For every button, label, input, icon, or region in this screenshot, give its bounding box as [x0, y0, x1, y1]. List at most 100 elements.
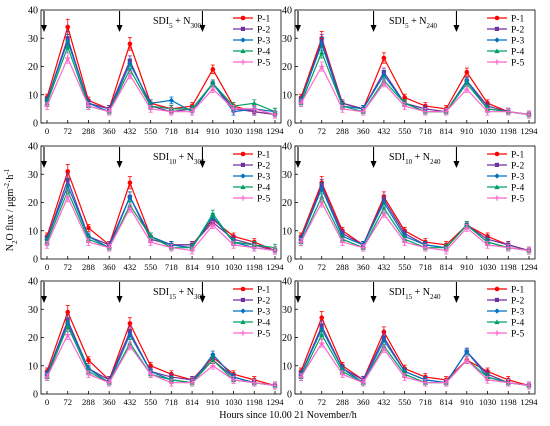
event-arrow-icon [41, 147, 47, 168]
data-point [484, 377, 491, 383]
data-point [443, 247, 449, 254]
legend-label: P-3 [511, 37, 524, 47]
legend-label: P-5 [257, 330, 270, 340]
data-point [168, 380, 174, 386]
x-tick-label: 0 [45, 126, 49, 136]
x-tick-label: 910 [460, 397, 473, 407]
data-point [210, 80, 216, 86]
x-tick-label: 0 [299, 397, 303, 407]
y-tick-label: 10 [28, 226, 38, 237]
x-tick-label: 0 [299, 126, 303, 136]
y-tick-label: 40 [282, 142, 292, 153]
data-point [251, 100, 257, 106]
x-tick-label: 432 [377, 262, 390, 272]
data-point [319, 185, 325, 191]
data-point [381, 337, 387, 343]
legend-marker [240, 330, 246, 336]
data-point [381, 55, 387, 61]
data-point [65, 194, 71, 200]
legend-label: P-2 [257, 162, 270, 172]
series-line [46, 189, 276, 249]
event-arrow-icon [199, 11, 206, 32]
legend: P-1P-2P-3P-4P-5 [233, 15, 270, 69]
x-tick-label: 550 [144, 126, 157, 136]
x-tick-label: 910 [206, 397, 219, 407]
x-tick-label: 360 [357, 397, 370, 407]
data-point [464, 357, 470, 363]
data-point [230, 106, 237, 112]
legend-item: P-1 [487, 151, 524, 161]
data-point [381, 199, 387, 206]
legend-marker [240, 37, 246, 43]
y-tick-label: 40 [28, 277, 38, 288]
y-tick-label: 0 [287, 255, 292, 266]
data-point [339, 239, 346, 245]
data-point [526, 111, 532, 118]
data-point [148, 371, 154, 377]
legend-label: P-4 [511, 319, 524, 329]
data-point [65, 24, 71, 30]
data-point [251, 245, 257, 251]
event-arrow-icon [453, 147, 460, 168]
legend-label: P-1 [257, 151, 270, 161]
series-line [300, 316, 530, 387]
x-tick-label: 910 [460, 126, 473, 136]
legend: P-1P-2P-3P-4P-5 [233, 286, 270, 340]
legend-label: P-3 [511, 308, 524, 318]
series-P-5 [298, 197, 532, 255]
legend: P-1P-2P-3P-4P-5 [487, 151, 524, 205]
y-tick-label: 40 [28, 142, 38, 153]
data-point [86, 225, 91, 231]
y-tick-label: 30 [282, 305, 292, 316]
legend-label: P-1 [511, 151, 524, 161]
legend-label: P-2 [257, 297, 270, 307]
series-P-5 [44, 191, 278, 255]
legend-marker [240, 151, 246, 157]
x-tick-label: 360 [103, 262, 116, 272]
legend-item: P-5 [487, 330, 524, 340]
data-point [272, 111, 278, 118]
data-point [464, 69, 470, 75]
data-point [168, 109, 174, 115]
data-point [230, 377, 237, 383]
data-point [360, 109, 366, 115]
legend-item: P-2 [487, 26, 524, 36]
legend-marker [240, 184, 246, 190]
x-tick-label: 288 [82, 262, 95, 272]
series-line [46, 169, 276, 252]
x-tick-label: 432 [123, 262, 136, 272]
x-tick-label: 814 [186, 126, 200, 136]
x-tick-label: 550 [398, 397, 411, 407]
event-arrow-icon [295, 11, 301, 32]
x-tick-label: 360 [103, 397, 116, 407]
data-point [127, 41, 133, 47]
panel-2: 0 10 20 30 40 0 72 288 360 432 550 718 814 910 1030 119… [282, 6, 538, 137]
data-point [106, 109, 112, 115]
data-point [381, 72, 387, 78]
data-point [339, 106, 346, 112]
legend-marker [240, 162, 245, 167]
x-axis-label: Hours since 10.00 21 November/h [219, 410, 356, 421]
data-point [505, 109, 511, 115]
data-point [298, 100, 304, 106]
data-point [319, 49, 325, 55]
legend-marker [494, 26, 499, 31]
event-arrow-icon [41, 282, 47, 303]
x-tick-label: 288 [336, 126, 349, 136]
data-point [85, 103, 92, 109]
series-P-5 [44, 329, 278, 390]
y-tick-label: 20 [282, 62, 292, 73]
series-line [46, 44, 276, 113]
series-line [300, 183, 530, 252]
event-arrow-icon [295, 147, 301, 168]
data-point [44, 242, 50, 248]
data-point [484, 109, 491, 115]
y-tick-label: 10 [282, 90, 292, 101]
data-point [210, 86, 216, 92]
legend-item: P-2 [233, 26, 270, 36]
legend-label: P-5 [511, 195, 524, 205]
x-tick-label: 1198 [246, 126, 263, 136]
legend-item: P-4 [233, 184, 270, 194]
data-point [402, 103, 408, 109]
y-tick-label: 10 [28, 361, 38, 372]
